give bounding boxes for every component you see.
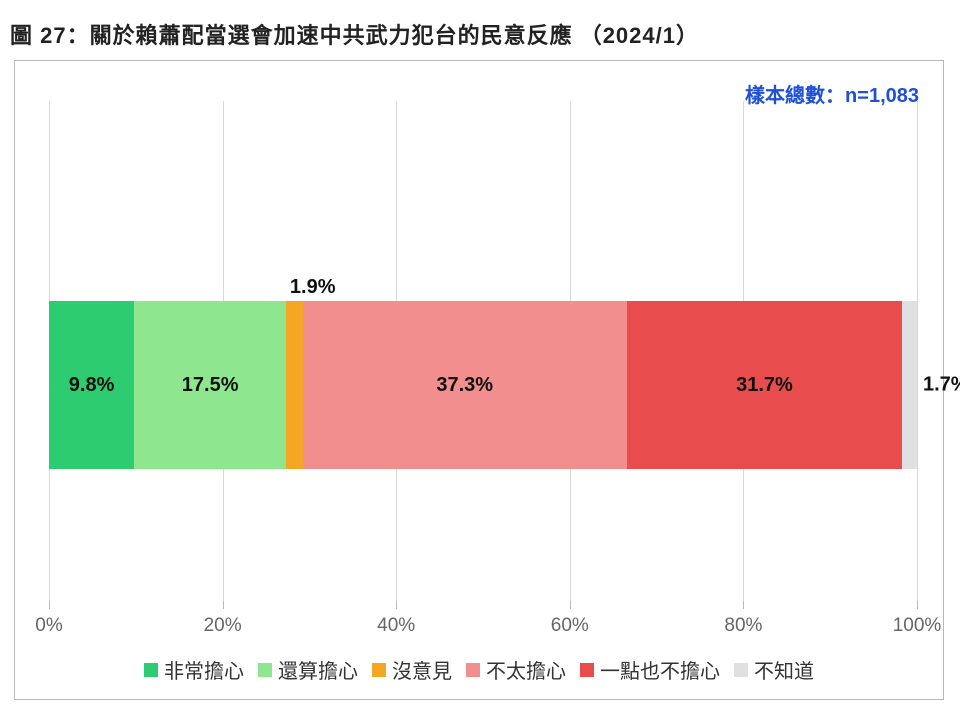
tick-mark xyxy=(917,601,918,609)
plot-area: 0%20%40%60%80%100%9.8%17.5%37.3%31.7%1.9… xyxy=(49,101,917,601)
x-tick-label: 100% xyxy=(893,615,942,637)
bar-segment: 17.5% xyxy=(134,301,286,469)
legend-label: 一點也不擔心 xyxy=(600,655,720,684)
legend-swatch xyxy=(734,663,748,677)
tick-mark xyxy=(570,601,571,609)
legend-swatch xyxy=(258,663,272,677)
legend-label: 非常擔心 xyxy=(164,655,244,684)
bar-segment: 37.3% xyxy=(303,301,627,469)
segment-value-label: 9.8% xyxy=(69,374,115,397)
legend-item: 沒意見 xyxy=(372,655,452,684)
segment-value-label: 17.5% xyxy=(182,374,239,397)
legend: 非常擔心 還算擔心 沒意見 不太擔心 一點也不擔心 不知道 xyxy=(15,655,943,684)
segment-value-label: 31.7% xyxy=(736,374,793,397)
x-tick-label: 80% xyxy=(724,615,762,637)
gridline xyxy=(917,101,918,601)
chart-title: 圖 27：關於賴蕭配當選會加速中共武力犯台的民意反應 （2024/1） xyxy=(10,18,699,50)
stacked-bar: 9.8% 17.5% 37.3% 31.7% xyxy=(49,301,917,469)
tick-mark xyxy=(743,601,744,609)
bar-segment: 9.8% xyxy=(49,301,134,469)
page: 圖 27：關於賴蕭配當選會加速中共武力犯台的民意反應 （2024/1） 樣本總數… xyxy=(0,0,960,720)
legend-swatch xyxy=(466,663,480,677)
segment-value-label: 1.7% xyxy=(923,374,960,397)
x-tick-label: 0% xyxy=(35,615,62,637)
legend-swatch xyxy=(372,663,386,677)
x-tick-label: 20% xyxy=(204,615,242,637)
legend-label: 不知道 xyxy=(754,655,814,684)
legend-swatch xyxy=(144,663,158,677)
legend-item: 不太擔心 xyxy=(466,655,566,684)
bar-segment xyxy=(286,301,303,469)
segment-value-label: 1.9% xyxy=(290,276,336,299)
legend-item: 還算擔心 xyxy=(258,655,358,684)
legend-swatch xyxy=(580,663,594,677)
legend-item: 一點也不擔心 xyxy=(580,655,720,684)
bar-segment: 31.7% xyxy=(627,301,902,469)
legend-item: 非常擔心 xyxy=(144,655,244,684)
tick-mark xyxy=(396,601,397,609)
legend-label: 不太擔心 xyxy=(486,655,566,684)
chart-frame: 樣本總數：n=1,083 0%20%40%60%80%100%9.8%17.5%… xyxy=(14,60,944,700)
legend-label: 還算擔心 xyxy=(278,655,358,684)
legend-label: 沒意見 xyxy=(392,655,452,684)
tick-mark xyxy=(49,601,50,609)
tick-mark xyxy=(223,601,224,609)
x-tick-label: 60% xyxy=(551,615,589,637)
x-tick-label: 40% xyxy=(377,615,415,637)
legend-item: 不知道 xyxy=(734,655,814,684)
segment-value-label: 37.3% xyxy=(436,374,493,397)
bar-segment xyxy=(902,301,917,469)
